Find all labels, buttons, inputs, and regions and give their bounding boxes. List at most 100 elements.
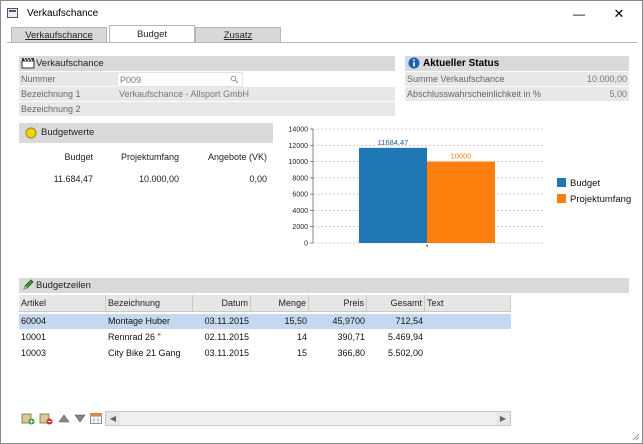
tab-verkaufschance[interactable]: Verkaufschance (11, 27, 107, 43)
legend-label-budget: Budget (570, 178, 600, 189)
window-title: Verkaufschance (27, 8, 99, 19)
scroll-right-icon[interactable]: ▶ (496, 412, 510, 425)
budgetzeilen-section-header: Budgetzeilen (19, 278, 629, 293)
column-header-preis[interactable]: Preis (309, 295, 367, 312)
cell-gesamt: 5.469,94 (387, 332, 423, 342)
tab-zusatz[interactable]: Zusatz (195, 27, 281, 43)
summe-verkaufschance-value: 10.000,00 (545, 72, 629, 87)
cell-artikel: 10001 (21, 332, 47, 342)
summe-verkaufschance-label: Summe Verkaufschance (405, 72, 545, 87)
cell-bezeichnung: Rennrad 26 " (108, 332, 161, 342)
abschlusswahrscheinlichkeit-value: 5,00 (545, 87, 629, 102)
grid-toolbar (19, 410, 511, 428)
budgetwerte-section-title: Budgetwerte (41, 127, 95, 138)
table-row[interactable]: 10003 City Bike 21 Gang 03.11.2015 15 36… (19, 346, 511, 361)
minimize-button[interactable]: — (573, 7, 585, 21)
scroll-left-icon[interactable]: ◀ (106, 412, 120, 425)
y-tick-label: 10000 (289, 159, 309, 166)
legend-label-projektumfang: Projektumfang (570, 194, 631, 205)
nummer-spacer (243, 72, 395, 87)
table-row[interactable]: 60004 Montage Huber 03.11.2015 15,50 45,… (19, 314, 511, 329)
y-tick-label: 14000 (289, 127, 309, 134)
budgetzeilen-grid: Artikel Bezeichnung Datum Menge Preis Ge… (19, 295, 511, 405)
app-window-icon (7, 8, 18, 18)
budget-column-header: Budget (64, 152, 93, 162)
cell-menge: 14 (296, 332, 307, 342)
abschlusswahrscheinlichkeit-label: Abschlusswahrscheinlichkeit in % (405, 87, 545, 102)
column-header-gesamt[interactable]: Gesamt (367, 295, 425, 312)
bezeichnung2-label: Bezeichnung 2 (19, 102, 117, 117)
y-tick-label: 2000 (292, 224, 308, 231)
cell-artikel: 10003 (21, 348, 47, 358)
table-row[interactable]: 10001 Rennrad 26 " 02.11.2015 14 390,71 … (19, 330, 511, 345)
category-tick (426, 245, 428, 247)
add-row-icon[interactable] (21, 412, 35, 425)
cell-datum: 03.11.2015 (204, 316, 249, 326)
cell-text (425, 330, 511, 345)
tab-budget-label: Budget (136, 29, 168, 40)
verkaufschance-section-header: Verkaufschance (19, 56, 395, 71)
clapperboard-icon (21, 57, 35, 69)
y-tick-label: 4000 (292, 208, 308, 215)
column-header-menge[interactable]: Menge (251, 295, 309, 312)
title-bar: Verkaufschance — ✕ (1, 1, 642, 27)
budgetwerte-section-header: Budgetwerte (19, 123, 273, 143)
cell-preis: 366,80 (337, 348, 365, 358)
cell-datum: 03.11.2015 (204, 348, 249, 358)
resize-grip-icon[interactable] (630, 431, 640, 441)
column-header-bezeichnung[interactable]: Bezeichnung (106, 295, 193, 312)
cell-gesamt: 712,54 (395, 316, 423, 326)
move-down-icon[interactable] (73, 412, 87, 425)
yellow-circle-icon (25, 127, 37, 139)
budget-chart: 0 2000 4000 6000 8000 10000 12000 14000 11684,47… (289, 127, 632, 248)
cell-menge: 15 (296, 348, 307, 358)
cell-menge: 15,50 (284, 316, 307, 326)
table-settings-icon[interactable] (89, 412, 103, 425)
verkaufschance-section-title: Verkaufschance (36, 58, 104, 69)
tab-zusatz-label: Zusatz (223, 30, 253, 41)
close-button[interactable]: ✕ (613, 6, 625, 21)
bezeichnung2-field[interactable] (117, 102, 395, 117)
bar-projektumfang (427, 161, 495, 243)
y-tick-label: 8000 (292, 175, 308, 182)
tab-verkaufschance-label: Verkaufschance (25, 30, 93, 41)
info-icon (408, 57, 420, 69)
cell-bezeichnung: City Bike 21 Gang (108, 348, 181, 358)
bar-budget (359, 147, 427, 243)
budget-value: 11.684,47 (53, 174, 93, 184)
projektumfang-column-header: Projektumfang (120, 152, 179, 162)
legend-swatch-projektumfang (557, 194, 566, 203)
cell-datum: 02.11.2015 (204, 332, 249, 342)
status-section-title: Aktueller Status (423, 58, 500, 69)
angebote-column-header: Angebote (VK) (207, 152, 267, 162)
tab-strip-divider (7, 42, 637, 43)
status-section-header: Aktueller Status (405, 56, 629, 71)
data-label-budget: 11684,47 (378, 138, 409, 147)
nummer-field[interactable]: P009 (117, 72, 243, 87)
budgetzeilen-section-title: Budgetzeilen (36, 280, 91, 291)
bezeichnung1-field[interactable]: Verkaufschance - Allsport GmbH (117, 87, 395, 102)
y-tick-label: 6000 (292, 192, 308, 199)
lookup-search-icon[interactable] (230, 75, 239, 84)
legend-swatch-budget (557, 178, 566, 187)
column-header-text[interactable]: Text (425, 295, 511, 312)
column-header-artikel[interactable]: Artikel (19, 295, 106, 312)
column-header-datum[interactable]: Datum (193, 295, 251, 312)
y-tick-label: 0 (304, 241, 308, 248)
nummer-label: Nummer (19, 72, 117, 87)
cell-text (425, 314, 511, 329)
move-up-icon[interactable] (57, 412, 71, 425)
cell-bezeichnung: Montage Huber (108, 316, 171, 326)
angebote-value: 0,00 (249, 174, 267, 184)
cell-preis: 390,71 (337, 332, 365, 342)
tab-budget[interactable]: Budget (109, 25, 195, 43)
y-tick-label: 12000 (289, 143, 309, 150)
cell-artikel: 60004 (21, 316, 47, 326)
data-label-projektumfang: 10000 (451, 152, 472, 161)
horizontal-scrollbar[interactable]: ◀ ▶ (105, 411, 511, 426)
cell-preis: 45,9700 (332, 316, 365, 326)
delete-row-icon[interactable] (39, 412, 53, 425)
cell-text (425, 346, 511, 361)
cell-gesamt: 5.502,00 (387, 348, 423, 358)
